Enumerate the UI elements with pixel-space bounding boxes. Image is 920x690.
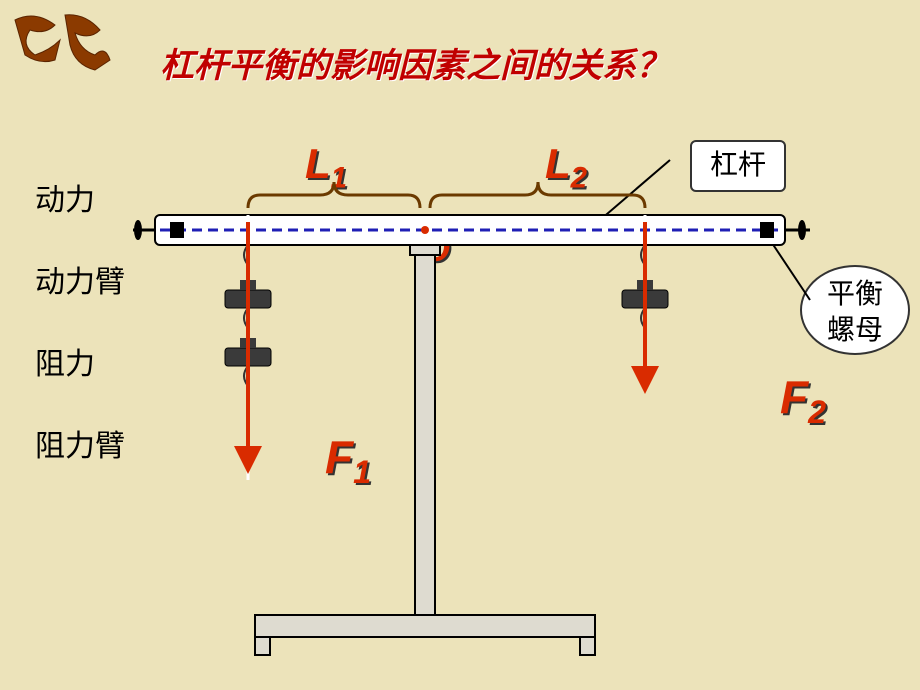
balance-nut-left — [170, 222, 184, 238]
stand-base — [255, 615, 595, 637]
fulcrum-point — [421, 226, 429, 234]
endcap-right — [785, 220, 810, 240]
stand-foot-left — [255, 637, 270, 655]
leader-nut — [770, 240, 810, 300]
brace-L2 — [430, 182, 645, 208]
endcap-left — [133, 220, 155, 240]
label-effort-arm: 动力臂 — [35, 257, 125, 301]
label-effort: 动力 — [35, 175, 125, 219]
label-resistance: 阻力 — [35, 339, 125, 383]
corner-decoration — [5, 5, 125, 80]
sidebar-labels: 动力 动力臂 阻力 阻力臂 — [35, 175, 125, 503]
balance-nut-right — [760, 222, 774, 238]
leader-lever — [600, 160, 670, 220]
label-resistance-arm: 阻力臂 — [35, 421, 125, 465]
stand-post — [415, 245, 435, 615]
lever-diagram — [130, 130, 830, 670]
stand-foot-right — [580, 637, 595, 655]
page-title: 杠杆平衡的影响因素之间的关系？ — [160, 38, 670, 87]
brace-L1 — [248, 182, 420, 208]
